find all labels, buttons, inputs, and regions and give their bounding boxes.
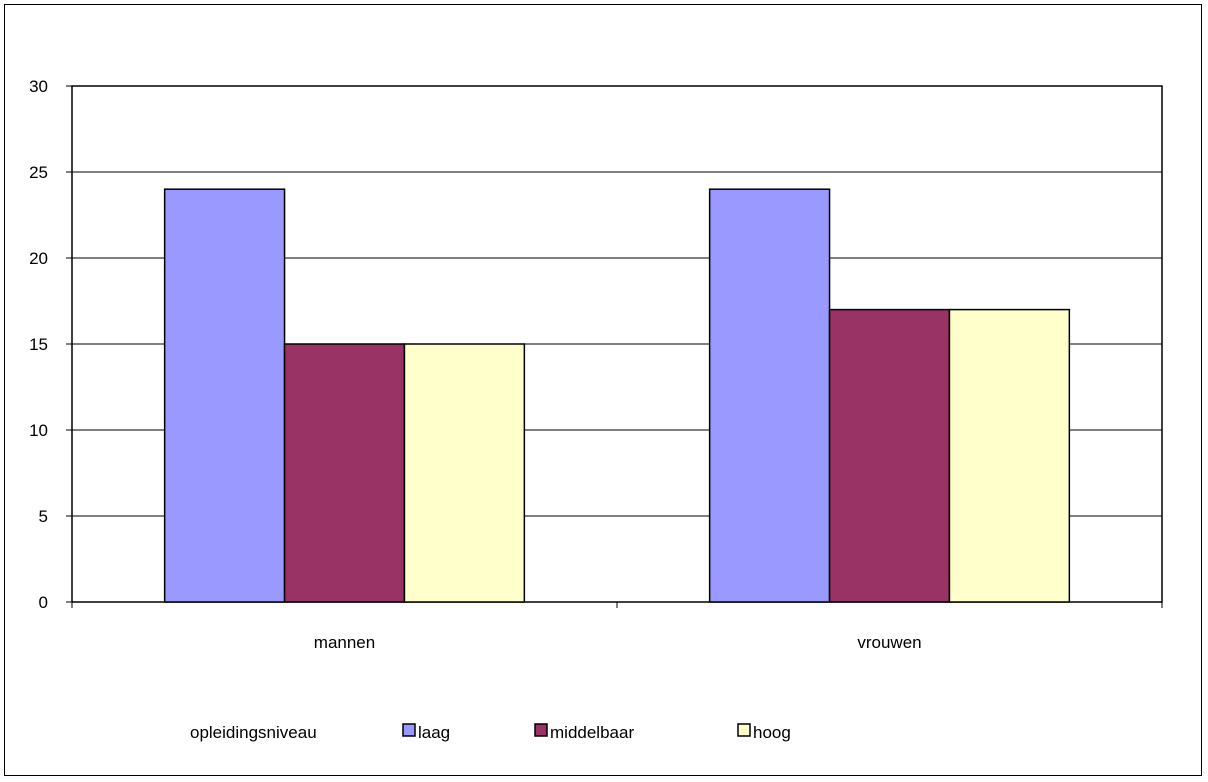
y-tick-label: 5 [39,507,48,526]
x-axis: mannen vrouwen [71,602,1163,652]
bar-middelbaar-vrouwen [828,308,951,603]
bar-middelbaar-mannen [283,343,406,603]
y-tick-label: 15 [29,335,48,354]
legend-label-middelbaar: middelbaar [550,723,634,742]
bars [163,188,1071,603]
y-tick-label: 25 [29,163,48,182]
legend-swatch-laag [402,723,416,737]
x-tick-label: mannen [314,633,375,652]
legend-swatch-middelbaar [534,723,548,737]
bar-hoog-mannen [403,343,526,603]
legend-label-hoog: hoog [753,723,791,742]
y-tick-label: 30 [29,77,48,96]
legend-swatch-hoog [737,723,751,737]
y-tick-label: 20 [29,249,48,268]
bar-hoog-vrouwen [948,308,1071,603]
legend-title: opleidingsniveau [190,723,317,742]
bar-laag-vrouwen [708,188,831,603]
legend: opleidingsniveau laag middelbaar hoog [190,723,791,742]
x-tick-label: vrouwen [857,633,921,652]
legend-label-laag: laag [418,723,450,742]
y-tick-label: 0 [39,593,48,612]
bar-laag-mannen [163,188,286,603]
y-axis: 0 5 10 15 20 25 30 [29,77,72,612]
y-tick-label: 10 [29,421,48,440]
